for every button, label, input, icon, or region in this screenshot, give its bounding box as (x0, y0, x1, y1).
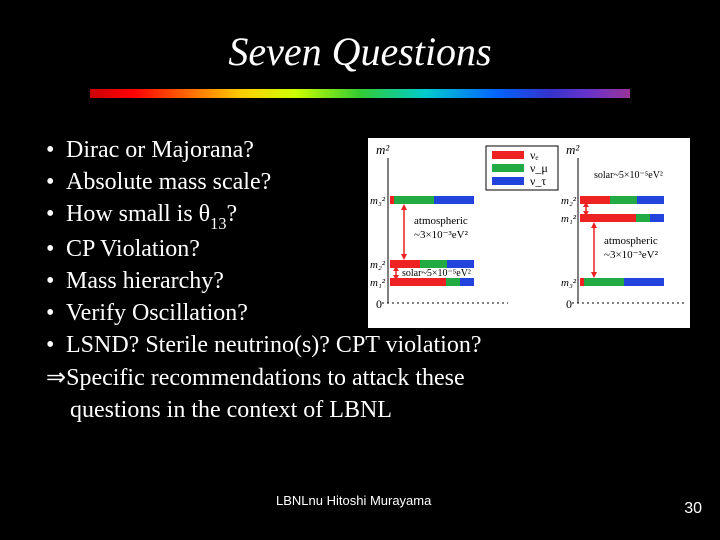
bullet-3-text-b: ? (226, 201, 237, 227)
left-zero: 0 (376, 297, 382, 311)
bullet-5-text: Mass hierarchy? (66, 268, 224, 294)
recommendation-line-1: ⇒Specific recommendations to attack thes… (46, 362, 482, 394)
right-m2-label: m₂² (561, 195, 577, 207)
right-m3-mu (584, 278, 624, 286)
left-m1-tau (460, 278, 474, 286)
page-number: 30 (684, 500, 702, 518)
left-m3-label: m₃² (370, 195, 386, 207)
right-m3-tau (624, 278, 664, 286)
legend-e-label: νₑ (530, 148, 539, 162)
legend-tau-swatch (492, 177, 524, 185)
bullet-7: •LSND? Sterile neutrino(s)? CPT violatio… (46, 329, 482, 361)
rec-text-2: questions in the context of LBNL (70, 397, 392, 423)
right-solar-text: solar~5×10⁻⁵eV² (594, 170, 663, 181)
bullet-6-text: Verify Oscillation? (66, 300, 248, 326)
left-m2-label: m₂² (370, 259, 386, 271)
right-m1-mu (636, 214, 650, 222)
left-atmos-val: ~3×10⁻³eV² (414, 229, 469, 241)
bullet-2-text: Absolute mass scale? (66, 169, 271, 195)
left-m1-label: m₁² (370, 277, 386, 289)
legend-e-swatch (492, 151, 524, 159)
left-m3-e (390, 196, 394, 204)
right-axis-label: m² (566, 142, 580, 157)
left-m1-e (390, 278, 446, 286)
theta-subscript: 13 (210, 214, 226, 233)
right-atmos-text: atmospheric (604, 235, 658, 247)
right-m1-e (580, 214, 636, 222)
right-m2-e (580, 196, 610, 204)
title-divider (90, 89, 630, 98)
bullet-7-text: LSND? Sterile neutrino(s)? CPT violation… (66, 332, 482, 358)
left-m3-tau (434, 196, 474, 204)
legend-mu-label: ν_μ (530, 161, 548, 175)
right-m2-tau (637, 196, 664, 204)
right-m2-mu (610, 196, 637, 204)
left-m3-mu (394, 196, 434, 204)
mass-hierarchy-diagram: m² 0 νₑ ν_μ ν_τ m₃² m₂² m₁² atmospheric … (368, 138, 690, 328)
right-zero: 0 (566, 297, 572, 311)
footer-credit: LBNLnu Hitoshi Murayama (276, 493, 431, 508)
right-m1-label: m₁² (561, 213, 577, 225)
theta-symbol: θ (199, 201, 211, 227)
bullet-3-text-a: How small is (66, 201, 199, 227)
left-m2-tau (447, 260, 474, 268)
left-axis-label: m² (376, 142, 390, 157)
right-m3-label: m₃² (561, 277, 577, 289)
recommendation-line-2: questions in the context of LBNL (46, 394, 482, 426)
legend-tau-label: ν_τ (530, 174, 546, 188)
right-m1-tau (650, 214, 664, 222)
left-m2-mu (420, 260, 447, 268)
bullet-4-text: CP Violation? (66, 236, 200, 262)
left-solar-text: solar~5×10⁻⁵eV² (402, 268, 471, 279)
left-atmos-text: atmospheric (414, 215, 468, 227)
bullet-1-text: Dirac or Majorana? (66, 137, 254, 163)
left-m2-e (390, 260, 420, 268)
arrow-icon: ⇒ (46, 365, 66, 391)
left-m1-mu (446, 278, 460, 286)
rec-text-1: Specific recommendations to attack these (66, 365, 465, 391)
right-m3-e (580, 278, 584, 286)
legend-mu-swatch (492, 164, 524, 172)
right-atmos-val: ~3×10⁻³eV² (604, 249, 659, 261)
slide-title: Seven Questions (0, 0, 720, 89)
